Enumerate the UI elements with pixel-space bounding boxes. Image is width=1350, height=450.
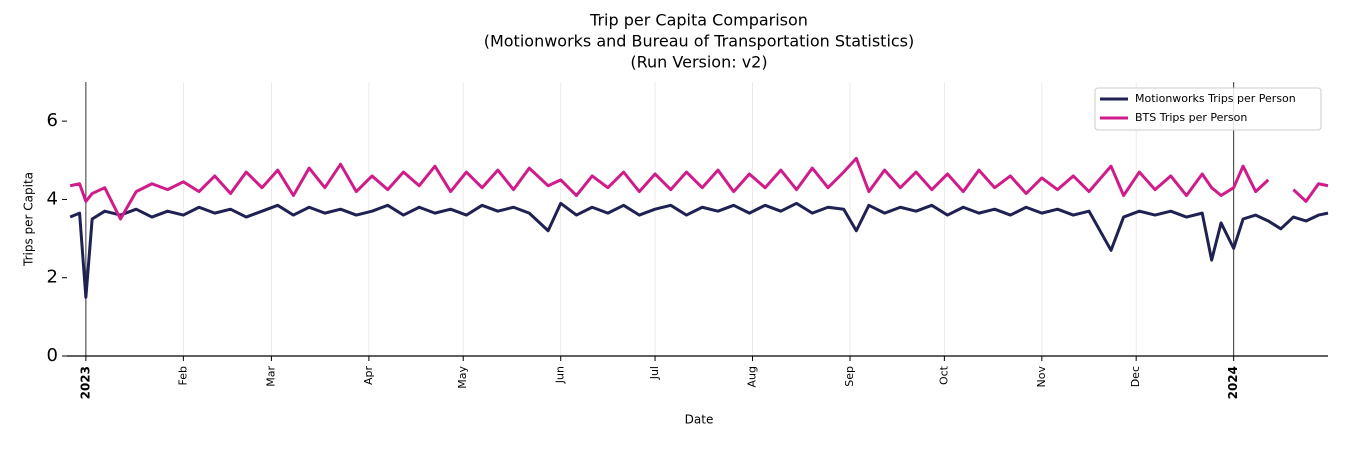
x-tick-label: Oct xyxy=(937,365,950,385)
x-tick-label: 2024 xyxy=(1226,366,1240,399)
chart-title: Trip per Capita Comparison xyxy=(589,11,808,30)
x-tick-label: 2023 xyxy=(78,366,92,399)
x-tick-label: May xyxy=(456,366,469,389)
y-axis-label: Trips per Capita xyxy=(22,172,36,267)
legend-label: Motionworks Trips per Person xyxy=(1135,92,1296,105)
x-tick-label: Dec xyxy=(1129,366,1142,387)
legend-label: BTS Trips per Person xyxy=(1135,111,1247,124)
series-line xyxy=(69,156,1329,221)
y-tick-label: 0 xyxy=(47,345,58,366)
chart-subtitle: (Motionworks and Bureau of Transportatio… xyxy=(484,32,915,51)
legend: Motionworks Trips per Person BTS Trips pe… xyxy=(1094,87,1322,131)
chart-subtitle: (Run Version: v2) xyxy=(630,53,767,72)
series-line xyxy=(69,201,1329,299)
x-tick-label: Apr xyxy=(362,366,375,386)
x-tick-label: Jul xyxy=(648,366,661,380)
y-tick-label: 6 xyxy=(47,110,58,131)
x-axis-label: Date xyxy=(685,413,714,427)
x-tick-label: Mar xyxy=(264,366,277,387)
x-tick-label: Sep xyxy=(843,366,856,387)
x-tick-label: Nov xyxy=(1035,366,1048,388)
legend-box xyxy=(1094,87,1322,131)
x-tick-label: Feb xyxy=(176,366,189,385)
x-tick-label: Jun xyxy=(554,366,567,384)
x-tick-label: Aug xyxy=(746,366,759,387)
y-tick-label: 2 xyxy=(47,267,58,288)
y-tick-label: 4 xyxy=(47,188,58,209)
